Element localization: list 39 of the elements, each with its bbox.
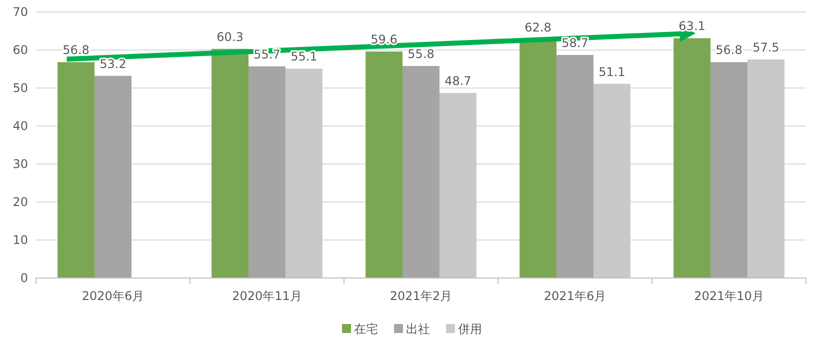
data-label: 58.7: [562, 36, 588, 50]
bar: [710, 62, 748, 278]
bar: [94, 76, 132, 278]
y-tick-label: 20: [12, 195, 28, 209]
x-tick-label: 2020年6月: [82, 289, 144, 303]
bar: [520, 39, 557, 278]
data-label: 59.6: [370, 32, 398, 47]
data-label: 56.8: [716, 43, 742, 58]
y-tick-label: 10: [12, 233, 28, 247]
legend-label: 出社: [406, 322, 430, 336]
x-tick-label: 2021年10月: [694, 289, 764, 303]
data-label: 63.1: [678, 19, 706, 34]
bar: [674, 38, 711, 278]
data-label: 60.3: [216, 30, 244, 44]
bar: [402, 66, 440, 278]
x-tick-label: 2021年2月: [390, 289, 452, 303]
bar: [58, 62, 95, 278]
y-tick-label: 50: [12, 81, 28, 95]
bar: [212, 48, 249, 278]
data-label: 62.8: [524, 20, 552, 34]
y-tick-label: 0: [20, 271, 28, 285]
bar: [366, 52, 403, 278]
y-tick-label: 60: [12, 43, 28, 57]
x-tick-label: 2020年11月: [232, 289, 302, 303]
data-label: 55.8: [408, 46, 434, 61]
legend-label: 在宅: [354, 322, 378, 336]
bar: [556, 54, 594, 278]
y-tick-label: 30: [12, 157, 28, 171]
data-label: 53.2: [100, 56, 126, 71]
bar: [248, 66, 286, 278]
data-label: 55.1: [290, 50, 318, 64]
data-label: 57.5: [752, 40, 780, 54]
legend-label: 併用: [457, 322, 482, 336]
data-label: 56.8: [62, 43, 90, 58]
data-label: 51.1: [598, 64, 626, 79]
y-tick-label: 40: [12, 119, 28, 133]
x-tick-label: 2021年6月: [544, 289, 606, 303]
y-tick-label: 70: [12, 5, 28, 19]
data-label: 48.7: [444, 74, 472, 88]
